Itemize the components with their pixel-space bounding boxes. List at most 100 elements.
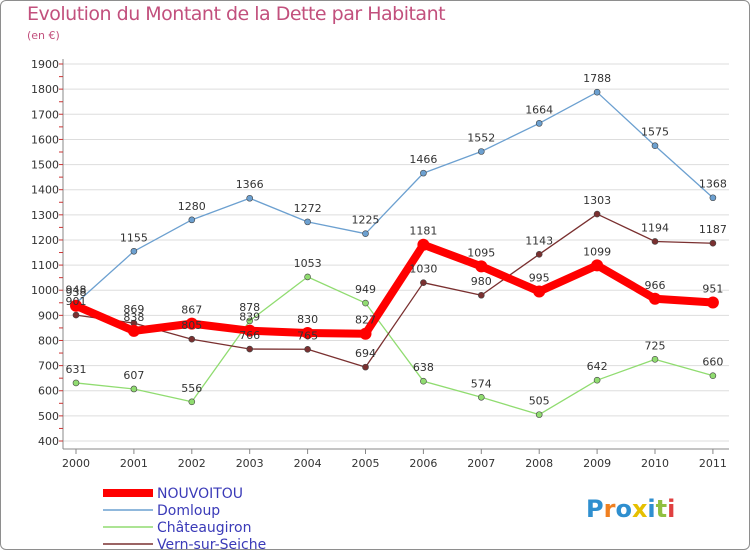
data-point — [188, 335, 196, 343]
data-label: 805 — [181, 319, 202, 332]
data-point — [475, 260, 488, 273]
y-tick-label: 1800 — [31, 83, 59, 96]
data-label: 765 — [297, 329, 318, 342]
data-point — [477, 291, 485, 299]
data-point — [72, 379, 80, 387]
data-label: 949 — [355, 283, 376, 296]
data-point — [188, 398, 196, 406]
data-label: 1280 — [178, 200, 206, 213]
x-tick-label: 2010 — [641, 457, 669, 470]
chart-title: Evolution du Montant de la Dette par Hab… — [27, 3, 446, 25]
series-line-domloup — [75, 91, 714, 304]
data-point — [651, 356, 659, 363]
data-point — [362, 363, 369, 371]
y-tick-label: 600 — [38, 385, 59, 398]
data-label: 574 — [471, 377, 492, 390]
data-point — [185, 317, 198, 330]
y-tick-label: 1100 — [31, 259, 59, 272]
data-label: 631 — [66, 363, 87, 376]
data-point — [130, 247, 138, 255]
data-label: 1030 — [409, 263, 437, 276]
data-label: 1575 — [641, 126, 669, 139]
data-point — [477, 393, 485, 401]
data-point — [649, 292, 661, 305]
data-point — [420, 377, 427, 385]
data-label: 1181 — [409, 225, 437, 238]
data-point — [246, 345, 253, 353]
data-label: 1099 — [583, 245, 611, 258]
data-point — [243, 324, 256, 337]
data-point — [420, 169, 427, 177]
data-label: 867 — [181, 304, 202, 317]
data-point — [417, 238, 430, 251]
data-label: 827 — [355, 314, 376, 327]
data-point — [304, 273, 311, 281]
x-tick-label: 2004 — [294, 457, 322, 470]
y-tick-label: 1500 — [31, 159, 59, 172]
data-point — [591, 259, 604, 272]
data-label: 948 — [66, 283, 87, 296]
data-point — [70, 299, 82, 312]
chart-subtitle: (en €) — [27, 29, 60, 42]
data-label: 1053 — [294, 257, 322, 270]
y-tick-label: 500 — [38, 410, 59, 423]
y-tick-label: 400 — [38, 435, 59, 448]
x-tick-label: 2003 — [236, 457, 264, 470]
data-label: 1095 — [467, 246, 495, 259]
y-tick-label: 1200 — [31, 234, 59, 247]
data-point — [706, 296, 719, 309]
data-point — [593, 376, 601, 384]
data-point — [651, 238, 659, 245]
x-tick-label: 2006 — [409, 457, 437, 470]
data-label: 766 — [239, 329, 260, 342]
data-label: 980 — [471, 275, 492, 288]
proxiti-logo: Proxiti — [586, 495, 675, 523]
data-point — [533, 285, 546, 298]
x-tick-label: 2007 — [467, 457, 495, 470]
data-label: 1788 — [583, 72, 611, 85]
series-line-ch-teaugiron — [75, 276, 714, 416]
data-label: 638 — [413, 361, 434, 374]
legend-label: Châteaugiron — [157, 520, 251, 536]
y-tick-label: 1400 — [31, 184, 59, 197]
x-tick-label: 2005 — [352, 457, 380, 470]
y-tick-label: 1700 — [31, 108, 59, 121]
data-label: 830 — [297, 313, 318, 326]
data-label: 951 — [702, 283, 723, 296]
data-point — [593, 88, 601, 96]
data-label: 1552 — [467, 132, 495, 145]
y-tick-label: 800 — [38, 334, 59, 347]
data-label: 995 — [529, 271, 550, 284]
data-label: 607 — [123, 369, 144, 382]
data-point — [535, 250, 543, 258]
data-point — [301, 326, 314, 339]
data-label: 938 — [66, 286, 87, 299]
data-point — [709, 372, 717, 379]
legend-label: NOUVOITOU — [157, 486, 243, 502]
data-label: 694 — [355, 347, 376, 360]
legend-label: Domloup — [157, 503, 220, 519]
plot-area — [63, 59, 729, 449]
data-point — [246, 317, 253, 325]
data-label: 1143 — [525, 234, 553, 247]
x-tick-label: 2011 — [699, 457, 727, 470]
data-label: 642 — [587, 360, 608, 373]
data-label: 1664 — [525, 103, 553, 116]
y-tick-label: 1000 — [31, 284, 59, 297]
data-point — [188, 216, 196, 224]
data-point — [304, 345, 311, 353]
data-point — [651, 142, 659, 150]
data-point — [593, 210, 601, 218]
series-line-vern-sur-seiche — [75, 213, 714, 368]
data-point — [127, 324, 140, 337]
data-point — [535, 411, 543, 418]
series-line-nouvoitou — [72, 240, 717, 338]
y-tick-label: 1300 — [31, 209, 59, 222]
data-label: 725 — [645, 339, 666, 352]
data-label: 878 — [239, 301, 260, 314]
x-tick-label: 2001 — [120, 457, 148, 470]
data-label: 1194 — [641, 221, 669, 234]
y-tick-label: 700 — [38, 360, 59, 373]
